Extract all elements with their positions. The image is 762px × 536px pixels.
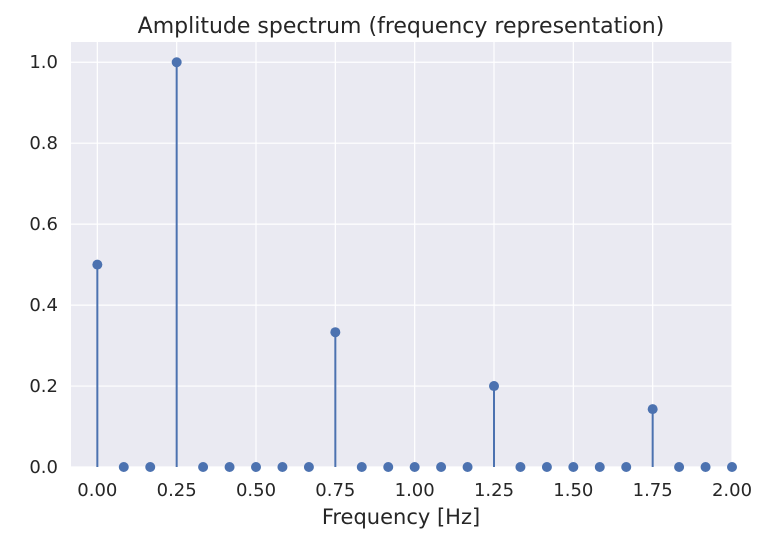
x-tick-label: 0.50	[236, 480, 276, 501]
stem-marker	[330, 327, 341, 338]
y-tick-label: 0.2	[29, 376, 58, 397]
y-tick-label: 0.6	[29, 214, 58, 235]
stem-marker	[118, 462, 129, 472]
stem-marker	[621, 462, 632, 472]
grid-lines	[71, 42, 733, 468]
x-axis-ticks: 0.00 0.25 0.50 0.75 1.00 1.25 1.50 1.75 2.00	[77, 480, 752, 501]
stem-marker	[92, 259, 103, 270]
x-tick-label: 2.00	[712, 480, 752, 501]
y-tick-label: 0.4	[29, 295, 58, 316]
x-tick-label: 0.25	[157, 480, 197, 501]
stem-marker	[277, 462, 288, 472]
stem-marker	[303, 462, 314, 472]
x-tick-label: 1.00	[395, 480, 435, 501]
y-axis-ticks: 0.0 0.2 0.4 0.6 0.8 1.0	[29, 52, 58, 478]
stem-marker	[224, 462, 235, 472]
stem-marker	[647, 404, 658, 415]
stem-series	[92, 57, 737, 472]
stem-marker	[727, 462, 737, 472]
stem-marker	[409, 462, 420, 472]
stem-marker	[171, 57, 182, 68]
stem-marker	[594, 462, 605, 472]
stem-marker	[541, 462, 552, 472]
stem-marker	[462, 462, 473, 472]
x-tick-label: 1.75	[633, 480, 673, 501]
stem-marker	[251, 462, 262, 472]
stem-marker	[700, 462, 711, 472]
stem-marker	[489, 381, 500, 392]
x-tick-label: 0.75	[315, 480, 355, 501]
stem-marker	[515, 462, 526, 472]
chart-title: Amplitude spectrum (frequency representa…	[138, 14, 665, 39]
x-tick-label: 0.00	[77, 480, 117, 501]
stem-marker	[356, 462, 367, 472]
stem-marker	[198, 462, 209, 472]
x-tick-label: 1.25	[474, 480, 514, 501]
y-tick-label: 1.0	[29, 52, 58, 73]
stem-marker	[383, 462, 394, 472]
stem-marker	[145, 462, 156, 472]
x-tick-label: 1.50	[553, 480, 593, 501]
plot-area	[71, 42, 732, 467]
stem-marker	[436, 462, 447, 472]
x-axis-label: Frequency [Hz]	[322, 505, 480, 529]
y-tick-label: 0.8	[29, 133, 58, 154]
y-tick-label: 0.0	[29, 457, 58, 478]
stem-marker	[568, 462, 579, 472]
stem-marker	[674, 462, 685, 472]
